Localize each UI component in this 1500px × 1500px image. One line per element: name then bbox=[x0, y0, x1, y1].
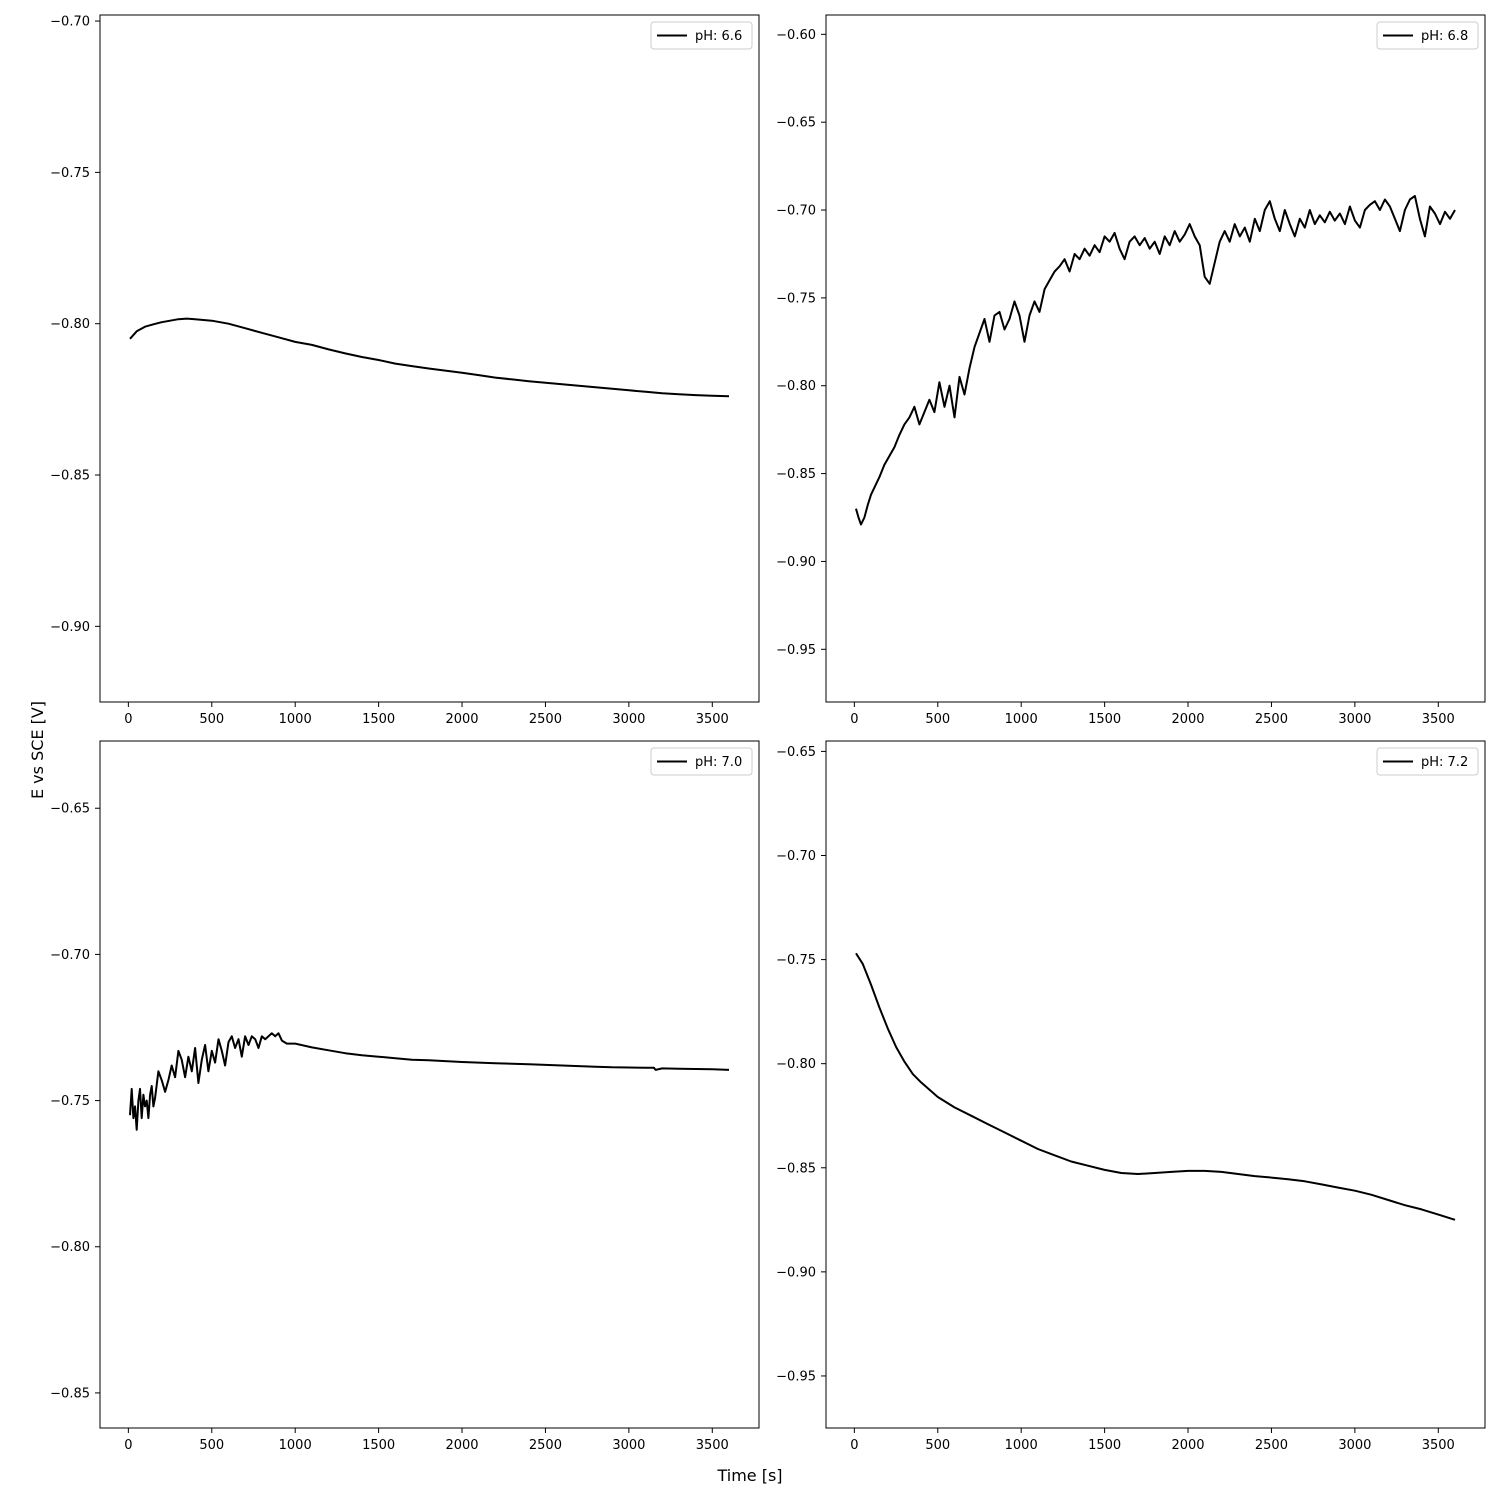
y-tick-label: −0.60 bbox=[776, 28, 816, 43]
x-tick-label: 1500 bbox=[1088, 1438, 1121, 1453]
y-tick-label: −0.70 bbox=[776, 849, 816, 864]
x-tick-label: 0 bbox=[124, 1438, 132, 1453]
y-tick-label: −0.75 bbox=[776, 953, 816, 968]
axes-frame bbox=[99, 14, 760, 703]
subplot-1: 0 500 1000 1500 2000 2500 3000 3500 −0.90 −0.85 −0… bbox=[50, 14, 760, 727]
x-tick-label: 3500 bbox=[696, 712, 729, 727]
y-tick-label: −0.70 bbox=[776, 204, 816, 219]
legend: pH: 6.8 bbox=[1376, 21, 1479, 50]
y-tick-label: −0.85 bbox=[50, 469, 90, 484]
x-tick-label: 3500 bbox=[1422, 712, 1455, 727]
x-tick-label: 2000 bbox=[445, 1438, 478, 1453]
x-tick-label: 2500 bbox=[1255, 712, 1288, 727]
subplot-grid: 0 500 1000 1500 2000 2500 3000 3500 −0.90 −0.85 −0… bbox=[50, 14, 1486, 1453]
x-tick-label: 500 bbox=[925, 1438, 950, 1453]
y-tick-label: −0.80 bbox=[50, 1240, 90, 1255]
legend-label: pH: 7.2 bbox=[1421, 755, 1468, 770]
x-tick-label: 1500 bbox=[362, 712, 395, 727]
series-line-1 bbox=[855, 195, 1456, 526]
x-tick-label: 2500 bbox=[529, 1438, 562, 1453]
y-tick-label: −0.95 bbox=[776, 643, 816, 658]
x-tick-label: 1000 bbox=[1005, 712, 1038, 727]
legend-label: pH: 7.0 bbox=[695, 755, 742, 770]
x-tick-label: 1500 bbox=[362, 1438, 395, 1453]
x-tick-label: 3500 bbox=[696, 1438, 729, 1453]
y-tick-label: −0.65 bbox=[776, 745, 816, 760]
series-line-1 bbox=[129, 1032, 730, 1131]
x-axis-label: Time [s] bbox=[716, 1466, 782, 1485]
y-axis-label: E vs SCE [V] bbox=[28, 701, 47, 799]
x-tick-label: 1000 bbox=[1005, 1438, 1038, 1453]
x-tick-label: 1000 bbox=[279, 1438, 312, 1453]
y-tick-label: −0.70 bbox=[50, 15, 90, 30]
y-tick-label: −0.90 bbox=[776, 555, 816, 570]
x-tick-label: 500 bbox=[925, 712, 950, 727]
axes-frame bbox=[825, 740, 1486, 1429]
x-tick-label: 1000 bbox=[279, 712, 312, 727]
y-tick-label: −0.80 bbox=[50, 317, 90, 332]
x-tick-label: 3500 bbox=[1422, 1438, 1455, 1453]
legend-label: pH: 6.6 bbox=[695, 29, 742, 44]
x-tick-label: 2000 bbox=[1171, 1438, 1204, 1453]
axes-frame bbox=[825, 14, 1486, 703]
y-tick-label: −0.65 bbox=[776, 116, 816, 131]
y-tick-label: −0.75 bbox=[50, 1094, 90, 1109]
x-tick-label: 3000 bbox=[612, 1438, 645, 1453]
legend-label: pH: 6.8 bbox=[1421, 29, 1468, 44]
y-tick-label: −0.90 bbox=[50, 620, 90, 635]
series-line-1 bbox=[129, 317, 730, 398]
y-tick-label: −0.80 bbox=[776, 1057, 816, 1072]
subplot-3: 0 500 1000 1500 2000 2500 3000 3500 −0.85 −0.80 −0… bbox=[50, 740, 760, 1453]
legend-box bbox=[650, 747, 753, 776]
y-tick-label: −0.65 bbox=[50, 802, 90, 817]
x-tick-label: 0 bbox=[850, 712, 858, 727]
y-tick-label: −0.85 bbox=[50, 1386, 90, 1401]
x-tick-label: 500 bbox=[199, 1438, 224, 1453]
y-tick-label: −0.80 bbox=[776, 379, 816, 394]
y-tick-label: −0.90 bbox=[776, 1265, 816, 1280]
legend-box bbox=[1376, 21, 1479, 50]
x-tick-label: 2000 bbox=[445, 712, 478, 727]
x-tick-label: 0 bbox=[850, 1438, 858, 1453]
x-tick-label: 3000 bbox=[612, 712, 645, 727]
x-tick-label: 2500 bbox=[1255, 1438, 1288, 1453]
x-tick-label: 1500 bbox=[1088, 712, 1121, 727]
y-tick-label: −0.70 bbox=[50, 948, 90, 963]
x-tick-label: 500 bbox=[199, 712, 224, 727]
legend-box bbox=[650, 21, 753, 50]
axes-frame bbox=[99, 740, 760, 1429]
x-tick-label: 2500 bbox=[529, 712, 562, 727]
subplot-2: 0 500 1000 1500 2000 2500 3000 3500 −0.95 −0.90 −0… bbox=[776, 14, 1486, 727]
legend-box bbox=[1376, 747, 1479, 776]
x-tick-label: 0 bbox=[124, 712, 132, 727]
x-tick-label: 3000 bbox=[1338, 1438, 1371, 1453]
y-tick-label: −0.95 bbox=[776, 1369, 816, 1384]
x-tick-label: 2000 bbox=[1171, 712, 1204, 727]
y-tick-label: −0.75 bbox=[776, 291, 816, 306]
subplot-4: 0 500 1000 1500 2000 2500 3000 3500 −0.95 −0.90 −0… bbox=[776, 740, 1486, 1453]
x-tick-label: 3000 bbox=[1338, 712, 1371, 727]
y-tick-label: −0.85 bbox=[776, 467, 816, 482]
y-tick-label: −0.85 bbox=[776, 1161, 816, 1176]
y-tick-label: −0.75 bbox=[50, 166, 90, 181]
legend: pH: 7.0 bbox=[650, 747, 753, 776]
series-line-1 bbox=[855, 952, 1456, 1221]
legend: pH: 6.6 bbox=[650, 21, 753, 50]
legend: pH: 7.2 bbox=[1376, 747, 1479, 776]
